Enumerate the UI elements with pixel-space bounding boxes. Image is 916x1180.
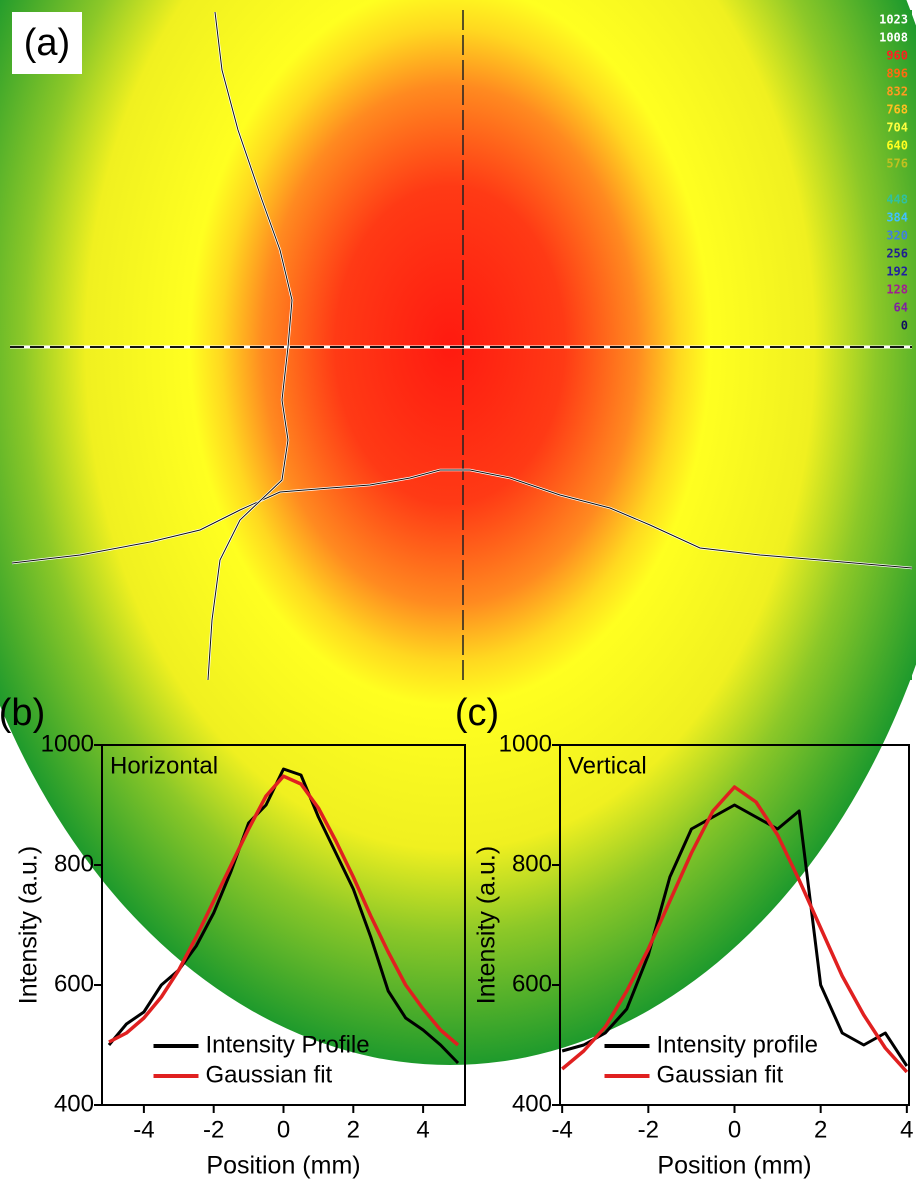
y-tick-label: 400	[512, 1090, 552, 1117]
beam-spot	[0, 0, 916, 1065]
x-tick-label: -2	[638, 1116, 659, 1143]
plot-frame	[101, 744, 466, 1106]
x-tick-label: 4	[900, 1116, 913, 1143]
y-axis-label: Intensity (a.u.)	[15, 846, 43, 1004]
x-tick-label: 0	[277, 1116, 290, 1143]
colorbar-label: 576	[886, 157, 908, 171]
x-tick-label: -4	[551, 1116, 572, 1143]
legend-label: Intensity profile	[657, 1031, 818, 1058]
colorbar-label: 320	[886, 229, 908, 243]
x-tick-label: 4	[416, 1116, 429, 1143]
colorbar-label: 768	[886, 103, 908, 117]
x-tick-label: 2	[347, 1116, 360, 1143]
legend-label: Gaussian fit	[657, 1061, 784, 1088]
colorbar-label: 704	[886, 121, 908, 135]
beam-image: (a)	[0, 0, 916, 1065]
x-axis-label: Position (mm)	[206, 1152, 360, 1180]
colorbar-label: 832	[886, 85, 908, 99]
series-line	[107, 767, 460, 1065]
y-tick-label: 800	[512, 850, 552, 877]
y-axis-label: Intensity (a.u.)	[473, 846, 501, 1004]
colorbar-label: 128	[886, 283, 908, 297]
colorbar-label: 64	[894, 301, 908, 315]
y-tick-label: 800	[54, 850, 94, 877]
colorbar-label: 384	[886, 211, 908, 225]
y-tick-label: 1000	[41, 730, 94, 757]
y-tick-label: 1000	[499, 730, 552, 757]
x-axis-label: Position (mm)	[657, 1152, 811, 1180]
colorbar-label: 1008	[879, 31, 908, 45]
vertical-trace	[207, 11, 293, 681]
series-line	[561, 785, 909, 1074]
colorbar-label: 640	[886, 139, 908, 153]
legend-label: Intensity Profile	[206, 1031, 370, 1058]
y-tick-label: 600	[512, 970, 552, 997]
x-tick-label: -4	[133, 1116, 154, 1143]
colorbar-label: 192	[886, 265, 908, 279]
annotation: Vertical	[568, 752, 647, 779]
colorbar-label: 960	[886, 49, 908, 63]
x-tick-label: 2	[814, 1116, 827, 1143]
horizontal-trace	[11, 469, 913, 569]
colorbar-label: 1023	[879, 13, 908, 27]
y-tick-label: 400	[54, 1090, 94, 1117]
panel-label: (a)	[24, 22, 70, 64]
x-tick-label: 0	[728, 1116, 741, 1143]
panel-label: (b)	[0, 692, 45, 734]
annotation: Horizontal	[110, 752, 218, 779]
legend-label: Gaussian fit	[206, 1061, 333, 1088]
y-tick-label: 600	[54, 970, 94, 997]
plot-frame	[559, 744, 910, 1106]
series-line	[108, 774, 460, 1047]
colorbar-label: 896	[886, 67, 908, 81]
colorbar-label: 256	[886, 247, 908, 261]
x-tick-label: -2	[203, 1116, 224, 1143]
colorbar-label: 448	[886, 193, 908, 207]
colorbar-label: 0	[901, 319, 908, 333]
panel-label-box	[12, 12, 82, 74]
panel-label: (c)	[455, 692, 499, 734]
series-line	[561, 803, 909, 1067]
